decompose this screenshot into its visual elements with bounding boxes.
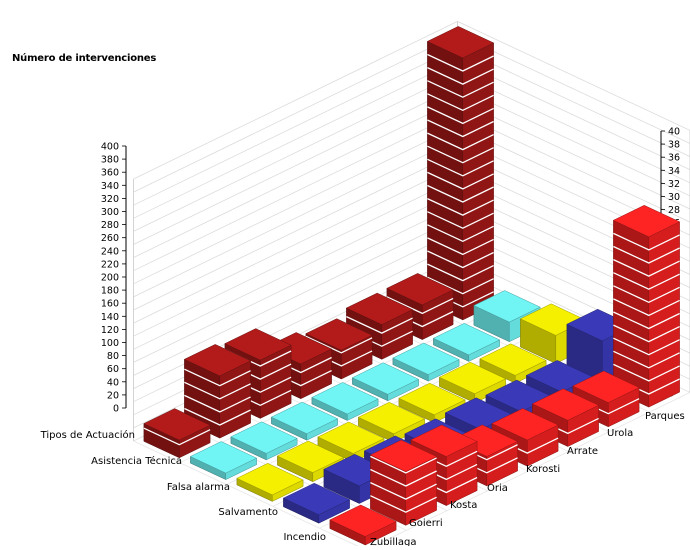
z-tick-label: 180	[101, 286, 119, 297]
gridline	[134, 61, 458, 219]
gridline	[134, 48, 458, 206]
row-label-asistencia-tecnica: Asistencia Técnica	[91, 455, 182, 467]
gridline	[134, 139, 458, 297]
row-label-tipos-de-actuacion: Tipos de Actuación	[40, 429, 135, 441]
z-tick-label: 120	[101, 325, 119, 336]
z-tick-label: 220	[101, 259, 119, 270]
gridline	[134, 113, 458, 271]
column-label-arrate: Arrate	[567, 446, 598, 457]
column-label-zubillaga: Zubillaga	[370, 537, 416, 546]
bars-layer	[144, 26, 680, 545]
z-tick-label: 300	[101, 207, 119, 218]
gridline	[134, 74, 458, 232]
row-label-falsa-alarma: Falsa alarma	[167, 482, 230, 493]
gridline	[134, 100, 458, 258]
z-tick-label-right: 34	[668, 166, 680, 177]
z-tick-label-right: 28	[668, 205, 680, 216]
column-label-korosti: Korosti	[526, 464, 560, 475]
bar-incendio-parques	[613, 205, 679, 407]
z-tick-label-right: 40	[668, 127, 680, 138]
bar-tipos-de-actuacion-parques	[427, 26, 493, 320]
z-tick-label: 200	[101, 273, 119, 284]
z-tick-label-right: 36	[668, 153, 680, 164]
column-label-kosta: Kosta	[450, 500, 477, 511]
z-tick-label: 20	[107, 390, 119, 401]
z-tick-label: 320	[101, 194, 119, 205]
chart-title: Número de intervenciones	[12, 53, 156, 64]
z-tick-label: 100	[101, 338, 119, 349]
z-tick-label: 400	[101, 142, 119, 153]
bar-incendio-goierri	[370, 440, 436, 525]
column-label-parques: Parques	[645, 411, 685, 422]
z-tick-label: 60	[107, 364, 119, 375]
gridline	[134, 126, 458, 284]
row-label-salvamento: Salvamento	[218, 507, 278, 518]
z-tick-label: 160	[101, 299, 119, 310]
z-tick-label: 240	[101, 246, 119, 257]
z-tick-label: 280	[101, 220, 119, 231]
gridline	[134, 87, 458, 245]
gridline	[134, 21, 458, 179]
z-tick-label: 40	[107, 377, 119, 388]
z-tick-label: 260	[101, 233, 119, 244]
z-tick-label: 80	[107, 351, 119, 362]
column-label-oria: Oria	[487, 483, 508, 494]
z-tick-label: 360	[101, 168, 119, 179]
z-tick-label: 340	[101, 181, 119, 192]
gridline	[134, 35, 458, 193]
column-label-goierri: Goierri	[409, 518, 443, 529]
z-tick-label-right: 38	[668, 140, 680, 151]
z-tick-label: 140	[101, 312, 119, 323]
z-tick-label-right: 32	[668, 179, 680, 190]
z-tick-label: 0	[113, 404, 119, 415]
row-label-incendio: Incendio	[283, 532, 326, 543]
column-label-urola: Urola	[607, 428, 633, 439]
z-tick-label-right: 30	[668, 192, 680, 203]
z-tick-label: 380	[101, 155, 119, 166]
